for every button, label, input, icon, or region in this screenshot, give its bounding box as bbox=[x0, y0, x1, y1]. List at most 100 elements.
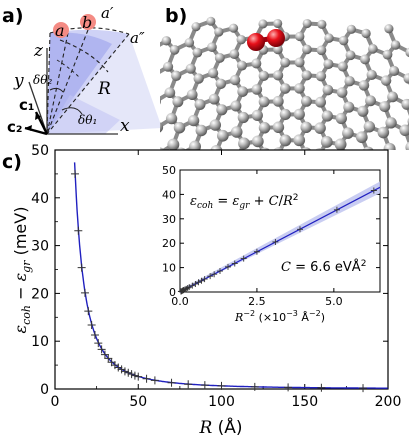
inset-x-tick-label: 2.5 bbox=[248, 295, 266, 308]
y-tick-label: 40 bbox=[31, 191, 49, 207]
panel-b: b) bbox=[147, 5, 409, 165]
y-tick-label: 20 bbox=[31, 286, 49, 302]
carbon-atom bbox=[300, 147, 312, 159]
carbon-atom bbox=[217, 130, 229, 142]
carbon-atom bbox=[167, 139, 179, 151]
carbon-atom bbox=[280, 109, 291, 120]
data-point bbox=[71, 170, 79, 178]
y-tick-label: 30 bbox=[31, 239, 49, 255]
label-a: a bbox=[55, 21, 65, 40]
carbon-atom bbox=[230, 101, 241, 112]
carbon-atom bbox=[252, 84, 263, 95]
carbon-atom bbox=[385, 117, 396, 128]
inset-y-tick-label: 20 bbox=[162, 237, 176, 250]
data-point bbox=[91, 331, 99, 339]
data-point bbox=[81, 289, 89, 297]
carbon-atom bbox=[280, 83, 291, 94]
carbon-atom bbox=[237, 35, 246, 44]
data-point bbox=[151, 376, 159, 384]
carbon-atom bbox=[210, 145, 222, 157]
carbon-atom bbox=[231, 126, 243, 138]
x-tick-label: 50 bbox=[129, 394, 147, 410]
carbon-atom bbox=[280, 135, 292, 147]
carbon-atom bbox=[322, 110, 333, 121]
carbon-atom bbox=[280, 58, 290, 68]
data-point bbox=[74, 227, 82, 235]
y-tick-label: 50 bbox=[31, 143, 49, 159]
carbon-atom bbox=[389, 66, 399, 76]
carbon-atom bbox=[360, 54, 370, 64]
carbon-atom bbox=[397, 150, 409, 162]
main-ylabel: εcoh − εgr (meV) bbox=[11, 207, 33, 334]
label-c1: c₁ bbox=[19, 96, 34, 114]
carbon-atom bbox=[273, 70, 283, 80]
carbon-atom bbox=[295, 57, 305, 67]
inset-y-tick-label: 50 bbox=[162, 164, 176, 177]
carbon-atom bbox=[237, 61, 247, 71]
carbon-atom bbox=[338, 62, 348, 72]
carbon-atom bbox=[314, 122, 325, 133]
carbon-atom bbox=[171, 71, 181, 81]
carbon-atom bbox=[384, 143, 396, 155]
carbon-atom bbox=[172, 96, 183, 107]
carbon-atom bbox=[368, 44, 378, 54]
carbon-atom bbox=[365, 95, 376, 106]
carbon-atom bbox=[191, 22, 200, 31]
carbon-atom bbox=[197, 150, 209, 162]
y-tick-label: 0 bbox=[40, 382, 49, 398]
carbon-atom bbox=[379, 101, 390, 112]
carbon-atom bbox=[356, 131, 368, 143]
carbon-atom bbox=[251, 59, 261, 69]
carbon-atom bbox=[303, 19, 312, 28]
carbon-atom bbox=[210, 119, 221, 130]
carbon-atom bbox=[317, 45, 327, 55]
carbon-atom bbox=[405, 141, 409, 153]
carbon-atom bbox=[294, 83, 305, 94]
panel-b-label: b) bbox=[165, 5, 187, 27]
carbon-atom bbox=[187, 89, 198, 100]
carbon-atom bbox=[196, 125, 208, 137]
carbon-atom bbox=[301, 96, 312, 107]
carbon-atom bbox=[324, 33, 333, 42]
carbon-atom bbox=[383, 50, 393, 60]
inset-y-tick-label: 0 bbox=[169, 286, 176, 299]
carbon-atom bbox=[166, 113, 177, 124]
data-point bbox=[251, 383, 259, 391]
x-tick-label: 0 bbox=[51, 394, 60, 410]
carbon-atom bbox=[194, 73, 204, 83]
dimer-atom-2 bbox=[267, 29, 285, 47]
carbon-atom bbox=[238, 112, 249, 123]
carbon-atom bbox=[376, 152, 388, 164]
label-dtheta2: δθ₂ bbox=[33, 73, 52, 87]
carbon-atom bbox=[302, 70, 312, 80]
carbon-atom bbox=[316, 71, 326, 81]
carbon-atom bbox=[347, 25, 356, 34]
carbon-atom bbox=[148, 70, 158, 80]
carbon-atom bbox=[342, 127, 354, 139]
carbon-atom bbox=[364, 121, 375, 132]
carbon-atom bbox=[174, 122, 185, 133]
carbon-atom bbox=[195, 99, 206, 110]
carbon-atom bbox=[341, 153, 353, 165]
carbon-atom bbox=[293, 134, 305, 146]
label-c2: c₂ bbox=[7, 118, 22, 136]
data-point bbox=[317, 384, 325, 392]
inset-y-tick-label: 40 bbox=[162, 188, 176, 201]
carbon-atom bbox=[300, 122, 311, 133]
carbon-atom bbox=[381, 75, 391, 85]
panel-a-label: a) bbox=[2, 5, 24, 27]
inset-constant: C = 6.6 eVÅ2 bbox=[281, 259, 366, 275]
carbon-atom bbox=[302, 45, 312, 55]
carbon-atom bbox=[273, 122, 284, 133]
carbon-atom bbox=[323, 59, 333, 69]
x-tick-label: 200 bbox=[375, 394, 402, 410]
carbon-atom bbox=[378, 127, 390, 139]
carbon-atom bbox=[359, 80, 370, 91]
data-point bbox=[84, 307, 92, 315]
data-point bbox=[168, 379, 176, 387]
panel-c-label: c) bbox=[2, 151, 22, 173]
carbon-atom bbox=[357, 106, 368, 117]
label-x: x bbox=[120, 116, 130, 136]
label-dtheta1: δθ₁ bbox=[78, 113, 97, 127]
carbon-atom bbox=[188, 115, 199, 126]
